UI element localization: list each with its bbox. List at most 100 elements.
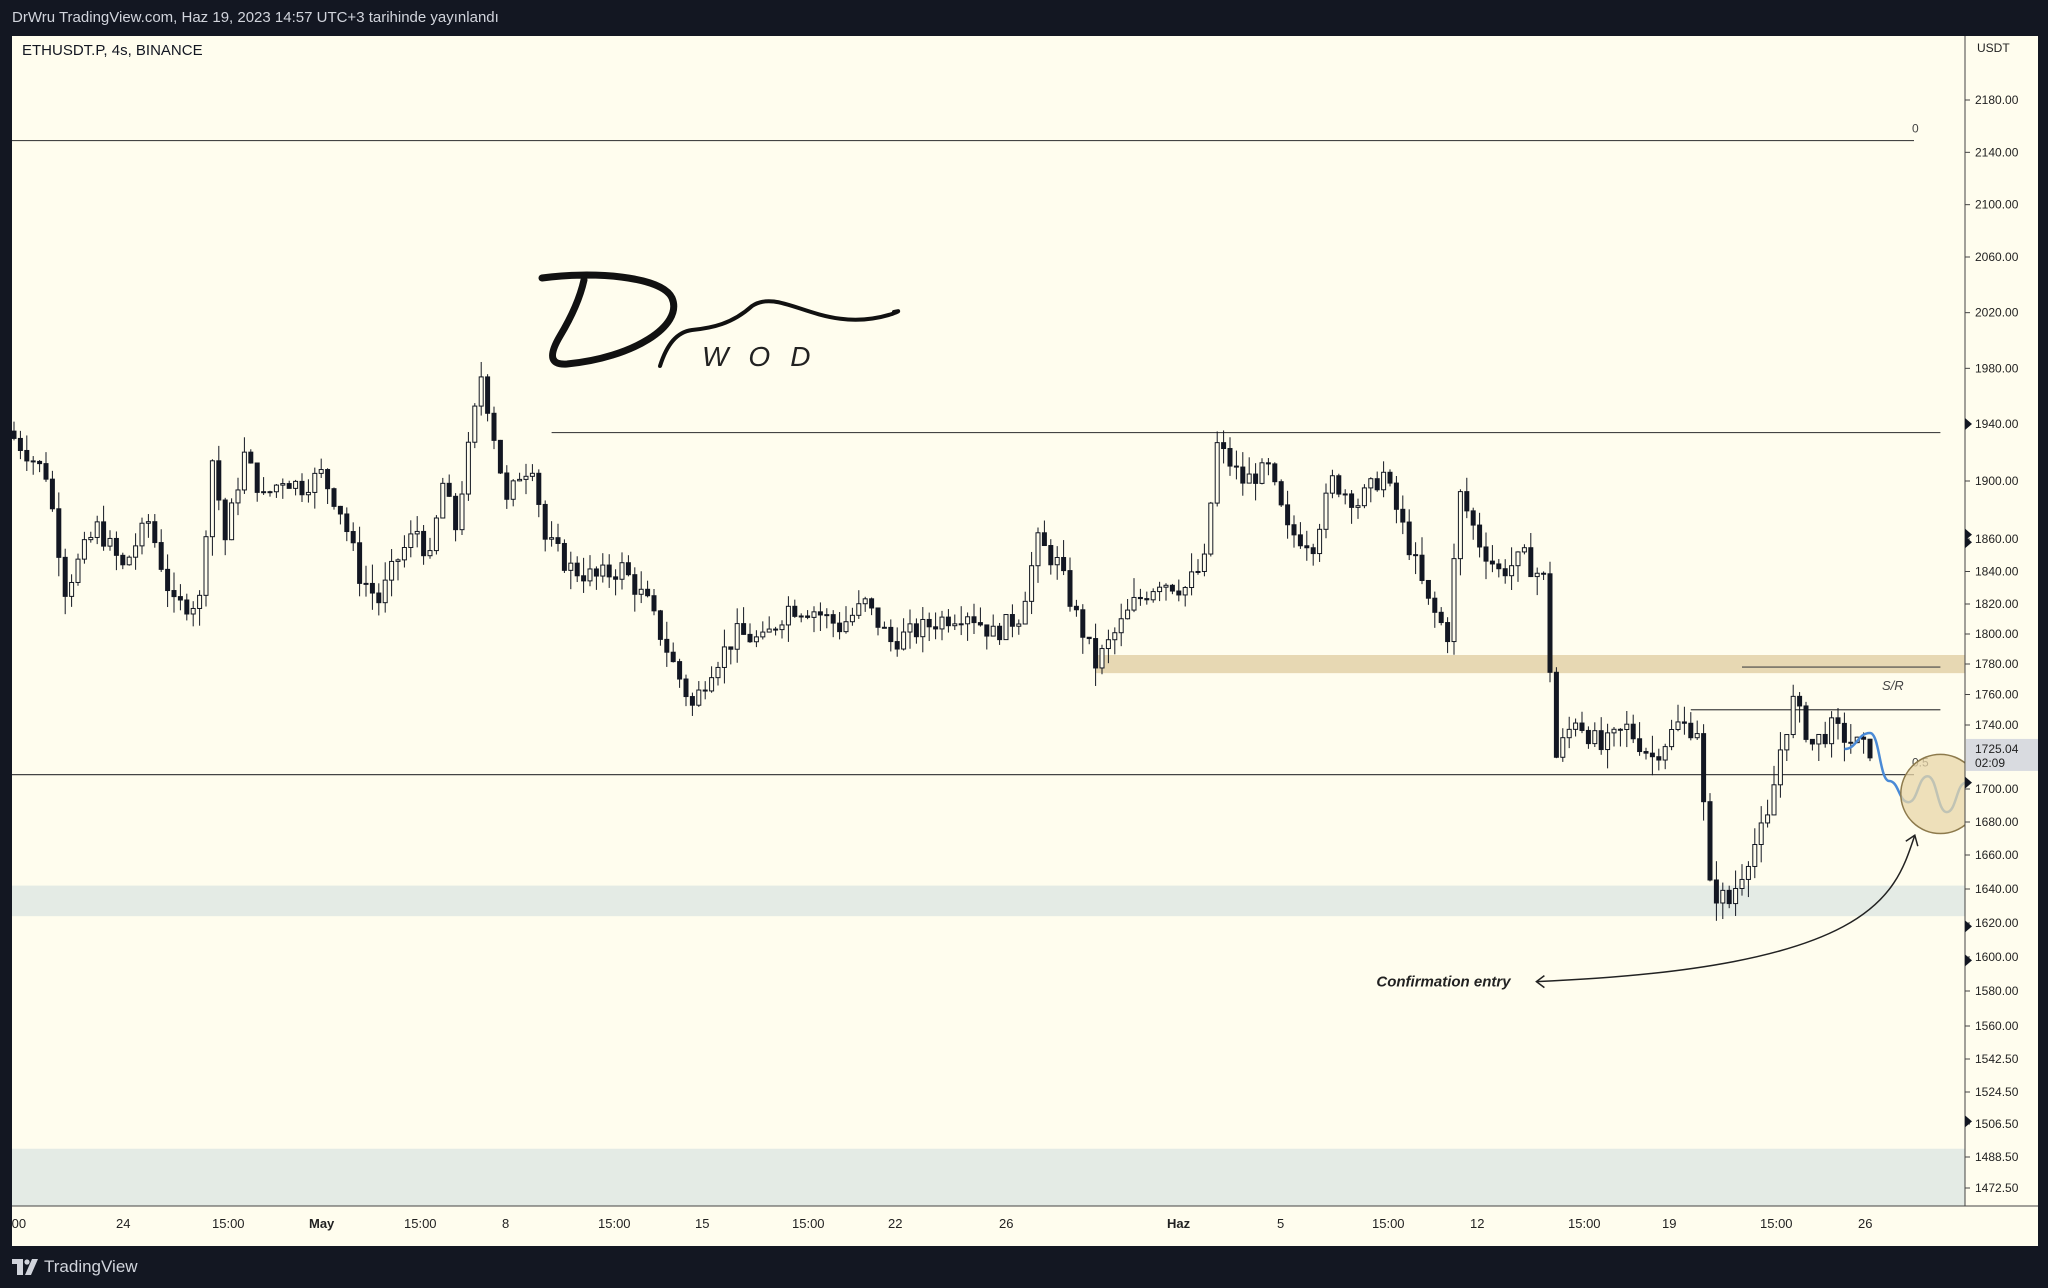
candle[interactable] xyxy=(318,458,324,478)
candle[interactable] xyxy=(171,572,177,613)
candle[interactable] xyxy=(1432,591,1438,628)
candle[interactable] xyxy=(446,474,452,497)
candle[interactable] xyxy=(817,602,823,631)
candle[interactable] xyxy=(1477,512,1483,558)
candle[interactable] xyxy=(81,531,87,564)
candle[interactable] xyxy=(133,533,139,570)
candle[interactable] xyxy=(1541,571,1547,580)
zone-demand-2[interactable] xyxy=(12,1148,1966,1209)
candle[interactable] xyxy=(830,610,836,638)
candle[interactable] xyxy=(389,549,395,597)
candle[interactable] xyxy=(645,580,651,598)
candle[interactable] xyxy=(395,558,401,581)
time-axis[interactable]: :00 24 15:00 May 15:00 8 15:00 15 15:00 22 26 Haz 5 1… xyxy=(12,1205,2038,1246)
candle[interactable] xyxy=(587,555,593,587)
candle[interactable] xyxy=(1592,722,1598,747)
candle[interactable] xyxy=(1304,530,1310,561)
candle[interactable] xyxy=(1086,636,1092,645)
candle[interactable] xyxy=(1726,885,1732,909)
candle[interactable] xyxy=(254,462,260,502)
candle[interactable] xyxy=(766,616,772,633)
candle[interactable] xyxy=(1419,537,1425,585)
candle[interactable] xyxy=(1662,743,1668,770)
candle[interactable] xyxy=(145,514,151,538)
candle[interactable] xyxy=(197,590,203,626)
candle[interactable] xyxy=(1624,710,1630,748)
candle[interactable] xyxy=(901,618,907,651)
candle[interactable] xyxy=(696,681,702,707)
candle[interactable] xyxy=(1240,452,1246,496)
candle[interactable] xyxy=(491,406,497,450)
candle[interactable] xyxy=(792,599,798,618)
candle[interactable] xyxy=(952,614,958,630)
candle[interactable] xyxy=(101,505,107,551)
candle[interactable] xyxy=(1061,540,1067,576)
candle[interactable] xyxy=(1745,861,1751,898)
candle[interactable] xyxy=(933,612,939,640)
candle[interactable] xyxy=(785,596,791,642)
tradingview-logo[interactable]: TradingView xyxy=(12,1246,138,1288)
candle[interactable] xyxy=(504,465,510,509)
candle[interactable] xyxy=(849,607,855,626)
candle[interactable] xyxy=(478,361,484,416)
candle[interactable] xyxy=(1093,623,1099,686)
candle[interactable] xyxy=(561,539,567,573)
candle[interactable] xyxy=(510,479,516,507)
candle[interactable] xyxy=(1649,735,1655,776)
candle[interactable] xyxy=(69,574,75,607)
candle[interactable] xyxy=(1720,882,1726,920)
candle[interactable] xyxy=(1445,617,1451,654)
candle[interactable] xyxy=(1278,479,1284,507)
candle[interactable] xyxy=(465,431,471,501)
candle[interactable] xyxy=(107,530,113,551)
candle[interactable] xyxy=(75,553,81,586)
candle[interactable] xyxy=(1528,532,1534,578)
candle[interactable] xyxy=(683,674,689,707)
candle[interactable] xyxy=(875,607,881,636)
candle[interactable] xyxy=(1118,603,1124,647)
candle[interactable] xyxy=(1214,431,1220,507)
candle[interactable] xyxy=(1617,728,1623,747)
candle[interactable] xyxy=(670,642,676,663)
candle[interactable] xyxy=(1790,684,1796,739)
candle[interactable] xyxy=(152,514,158,548)
candle[interactable] xyxy=(997,622,1003,645)
candle[interactable] xyxy=(939,610,945,641)
candle[interactable] xyxy=(1285,490,1291,539)
candle[interactable] xyxy=(984,624,990,650)
candle[interactable] xyxy=(542,500,548,552)
candle[interactable] xyxy=(1656,748,1662,771)
candle[interactable] xyxy=(926,612,932,642)
candle[interactable] xyxy=(549,521,555,547)
candle[interactable] xyxy=(1048,539,1054,575)
candle[interactable] xyxy=(1675,704,1681,732)
candle[interactable] xyxy=(593,566,599,590)
candle[interactable] xyxy=(37,460,43,473)
candle[interactable] xyxy=(267,490,273,497)
candle[interactable] xyxy=(1515,551,1521,582)
candle[interactable] xyxy=(862,596,868,612)
candle[interactable] xyxy=(600,553,606,583)
candle[interactable] xyxy=(1016,619,1022,635)
candle[interactable] xyxy=(1701,724,1707,821)
candle[interactable] xyxy=(1169,583,1175,595)
candle[interactable] xyxy=(664,621,670,667)
candle[interactable] xyxy=(376,583,382,616)
candle[interactable] xyxy=(1803,701,1809,743)
candle[interactable] xyxy=(1425,579,1431,605)
candle[interactable] xyxy=(1099,644,1105,675)
candle[interactable] xyxy=(440,477,446,519)
candle[interactable] xyxy=(1841,712,1847,762)
candle[interactable] xyxy=(1009,604,1015,638)
candle[interactable] xyxy=(1361,484,1367,509)
candle[interactable] xyxy=(1387,469,1393,487)
candle[interactable] xyxy=(1125,598,1131,620)
candle[interactable] xyxy=(1201,543,1207,577)
candle[interactable] xyxy=(1073,599,1079,617)
candle[interactable] xyxy=(1233,450,1239,480)
candle[interactable] xyxy=(1176,579,1182,602)
candle[interactable] xyxy=(1573,718,1579,737)
candle[interactable] xyxy=(293,479,299,496)
candle[interactable] xyxy=(472,403,478,449)
candle[interactable] xyxy=(1272,462,1278,486)
